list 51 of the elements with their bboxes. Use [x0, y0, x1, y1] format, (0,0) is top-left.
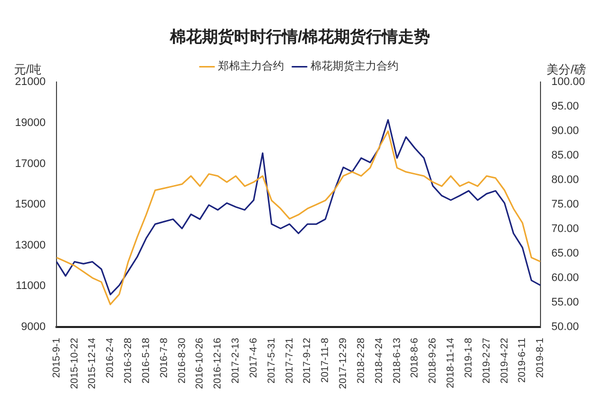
y2-tick-label: 100.00 [551, 76, 586, 88]
x-tick-label: 2018-2-28 [356, 337, 367, 384]
x-tick-label: 2018-8-6 [410, 337, 421, 378]
x-tick-label: 2015-12-14 [87, 337, 98, 390]
y-tick-label: 17000 [14, 158, 46, 170]
x-tick-label: 2016-3-28 [123, 337, 134, 384]
x-tick-label: 2019-2-27 [481, 337, 492, 384]
y2-tick-label: 60.00 [551, 272, 579, 284]
x-tick-label: 2015-10-22 [69, 337, 80, 390]
y-tick-label: 11000 [16, 280, 46, 292]
x-tick-label: 2017-12-29 [338, 337, 350, 390]
x-tick-label: 2019-6-11 [517, 337, 528, 383]
y-tick-label: 19000 [14, 117, 46, 130]
x-tick-label: 2018-11-14 [446, 337, 457, 388]
y2-tick-label: 80.00 [551, 174, 579, 186]
y2-tick-label: 70.00 [551, 223, 579, 236]
x-tick-label: 2018-9-26 [428, 337, 439, 384]
x-tick-label: 2017-5-31 [266, 337, 278, 384]
chart-title: 棉花期货时时行情/棉花期货行情走势 [168, 28, 430, 46]
y2-tick-label: 85.00 [551, 150, 579, 162]
x-tick-label: 2017-9-12 [302, 337, 314, 384]
y-tick-label: 21000 [14, 76, 46, 88]
x-tick-label: 2018-4-24 [374, 337, 385, 384]
x-tick-label: 2016-12-16 [212, 337, 224, 390]
x-tick-label: 2017-2-13 [230, 337, 242, 384]
y2-tick-label: 95.00 [551, 100, 579, 113]
x-tick-label: 2017-11-8 [320, 337, 332, 383]
y-axis-title: 元/吨 [14, 62, 42, 77]
y2-tick-label: 90.00 [551, 125, 579, 138]
x-tick-label: 2019-8-1 [535, 337, 546, 378]
x-tick-label: 2016-10-26 [194, 337, 206, 390]
x-tick-label: 2017-4-6 [248, 337, 260, 378]
x-tick-label: 2016-2-4 [105, 337, 116, 378]
legend-label: 郑棉主力合约 [218, 60, 284, 73]
y-tick-label: 15000 [14, 198, 46, 211]
x-tick-label: 2017-7-21 [284, 337, 296, 384]
y-tick-label: 9000 [21, 320, 46, 333]
x-tick-label: 2018-6-13 [392, 337, 403, 384]
x-tick-label: 2016-7-8 [158, 337, 170, 378]
y2-tick-label: 50.00 [551, 320, 579, 333]
y2-axis-title: 美分/磅 [546, 62, 586, 77]
y2-tick-label: 65.00 [551, 247, 579, 260]
x-tick-label: 2019-4-22 [499, 337, 510, 384]
x-tick-label: 2015-9-1 [51, 337, 62, 378]
x-tick-label: 2019-1-8 [463, 337, 474, 378]
x-tick-label: 2016-5-18 [140, 337, 152, 384]
y2-tick-label: 75.00 [551, 198, 579, 211]
x-tick-label: 2016-8-30 [176, 337, 188, 384]
y2-tick-label: 55.00 [551, 296, 579, 308]
y-tick-label: 13000 [14, 239, 46, 252]
legend-label: 棉花期货主力合约 [310, 60, 398, 73]
